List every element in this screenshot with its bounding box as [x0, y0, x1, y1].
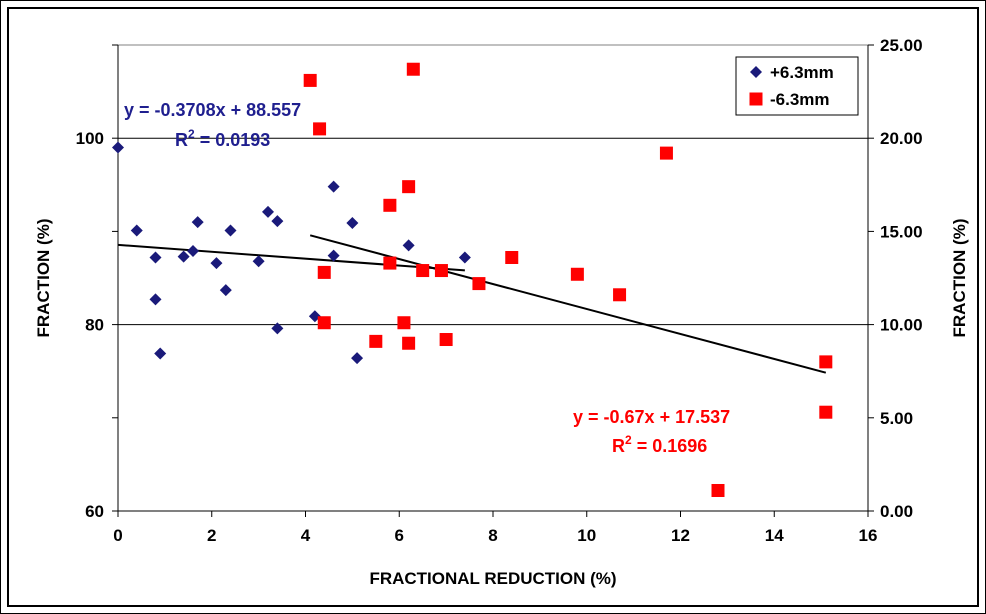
point-minus-17: [613, 288, 627, 302]
point-plus-9: [219, 284, 232, 297]
point-plus-19: [351, 352, 364, 365]
point-minus-20: [819, 355, 833, 369]
x-tick-label-4: 4: [301, 526, 311, 545]
axes: 0 2 4 6 8 10 12 14 16 60 80 100 0.00 5.00 10.00 15.00 20…: [76, 36, 923, 545]
point-plus-16: [327, 249, 340, 262]
point-minus-19: [711, 483, 725, 497]
point-plus-20: [402, 239, 415, 252]
y-right-tick-label-5.00: 5.00: [880, 409, 913, 428]
x-tick-label-10: 10: [577, 526, 596, 545]
point-minus-3: [317, 316, 331, 330]
point-plus-2: [149, 251, 162, 264]
point-plus-7: [191, 216, 204, 229]
point-minus-10: [406, 62, 420, 76]
point-minus-21: [819, 405, 833, 419]
x-tick-label-12: 12: [671, 526, 690, 545]
trendline-0: [117, 243, 465, 272]
point-plus-10: [224, 224, 237, 237]
point-minus-13: [439, 333, 453, 347]
trendlines: [117, 234, 827, 374]
y-left-tick-label-80: 80: [85, 316, 104, 335]
x-tick-label-16: 16: [859, 526, 878, 545]
y-right-tick-label-15.00: 15.00: [880, 222, 923, 241]
point-minus-1: [313, 122, 327, 136]
point-minus-12: [434, 264, 448, 278]
x-tick-label-8: 8: [488, 526, 497, 545]
x-tick-label-0: 0: [113, 526, 122, 545]
point-minus-7: [397, 316, 411, 330]
point-plus-11: [252, 255, 265, 268]
data-points: [112, 62, 833, 497]
point-minus-18: [659, 146, 673, 160]
point-plus-3: [149, 293, 162, 306]
point-plus-21: [458, 251, 471, 264]
trendline-r2-minus: R2 = 0.1696: [612, 433, 707, 456]
y-right-tick-label-10.00: 10.00: [880, 316, 923, 335]
legend-marker-diamond: [750, 66, 762, 78]
point-minus-11: [416, 264, 430, 278]
point-plus-14: [271, 322, 284, 335]
trendline-r2-plus: R2 = 0.0193: [175, 127, 270, 150]
trendline-equation-minus: y = -0.67x + 17.537: [573, 407, 730, 427]
x-axis-title: FRACTIONAL REDUCTION (%): [369, 569, 616, 588]
point-minus-6: [383, 256, 397, 270]
y-left-tick-label-60: 60: [85, 502, 104, 521]
x-tick-label-6: 6: [395, 526, 404, 545]
y-axis-right-title: FRACTION (%): [950, 219, 969, 338]
point-minus-16: [570, 267, 584, 281]
legend-label-plus: +6.3mm: [770, 63, 834, 82]
point-plus-8: [210, 257, 223, 270]
y-left-tick-label-100: 100: [76, 129, 104, 148]
legend-marker-square: [749, 92, 763, 106]
trendline-equation-plus: y = -0.3708x + 88.557: [124, 100, 301, 120]
point-minus-2: [317, 265, 331, 279]
point-minus-9: [402, 336, 416, 350]
point-plus-6: [187, 244, 199, 257]
x-tick-label-14: 14: [765, 526, 784, 545]
y-right-tick-label-25.00: 25.00: [880, 36, 923, 55]
point-minus-14: [472, 277, 486, 291]
point-plus-18: [346, 217, 359, 230]
point-plus-17: [327, 180, 340, 193]
chart-inner-border: [7, 7, 979, 607]
point-minus-4: [369, 334, 383, 348]
point-plus-1: [130, 224, 143, 237]
y-axis-left-title: FRACTION (%): [34, 219, 53, 338]
legend-label-minus: -6.3mm: [770, 90, 830, 109]
x-tick-label-2: 2: [207, 526, 216, 545]
trendline-1: [309, 234, 827, 374]
point-minus-8: [402, 180, 416, 194]
point-plus-0: [112, 141, 124, 154]
legend: +6.3mm -6.3mm: [735, 56, 859, 116]
gridlines: [118, 137, 868, 512]
point-minus-0: [303, 73, 317, 87]
y-right-tick-label-0.00: 0.00: [880, 502, 913, 521]
point-plus-4: [154, 347, 167, 360]
point-plus-12: [262, 205, 274, 218]
point-plus-5: [177, 250, 190, 263]
point-minus-15: [505, 250, 519, 264]
point-plus-13: [271, 215, 284, 228]
y-right-tick-label-20.00: 20.00: [880, 129, 923, 148]
point-minus-5: [383, 198, 397, 212]
